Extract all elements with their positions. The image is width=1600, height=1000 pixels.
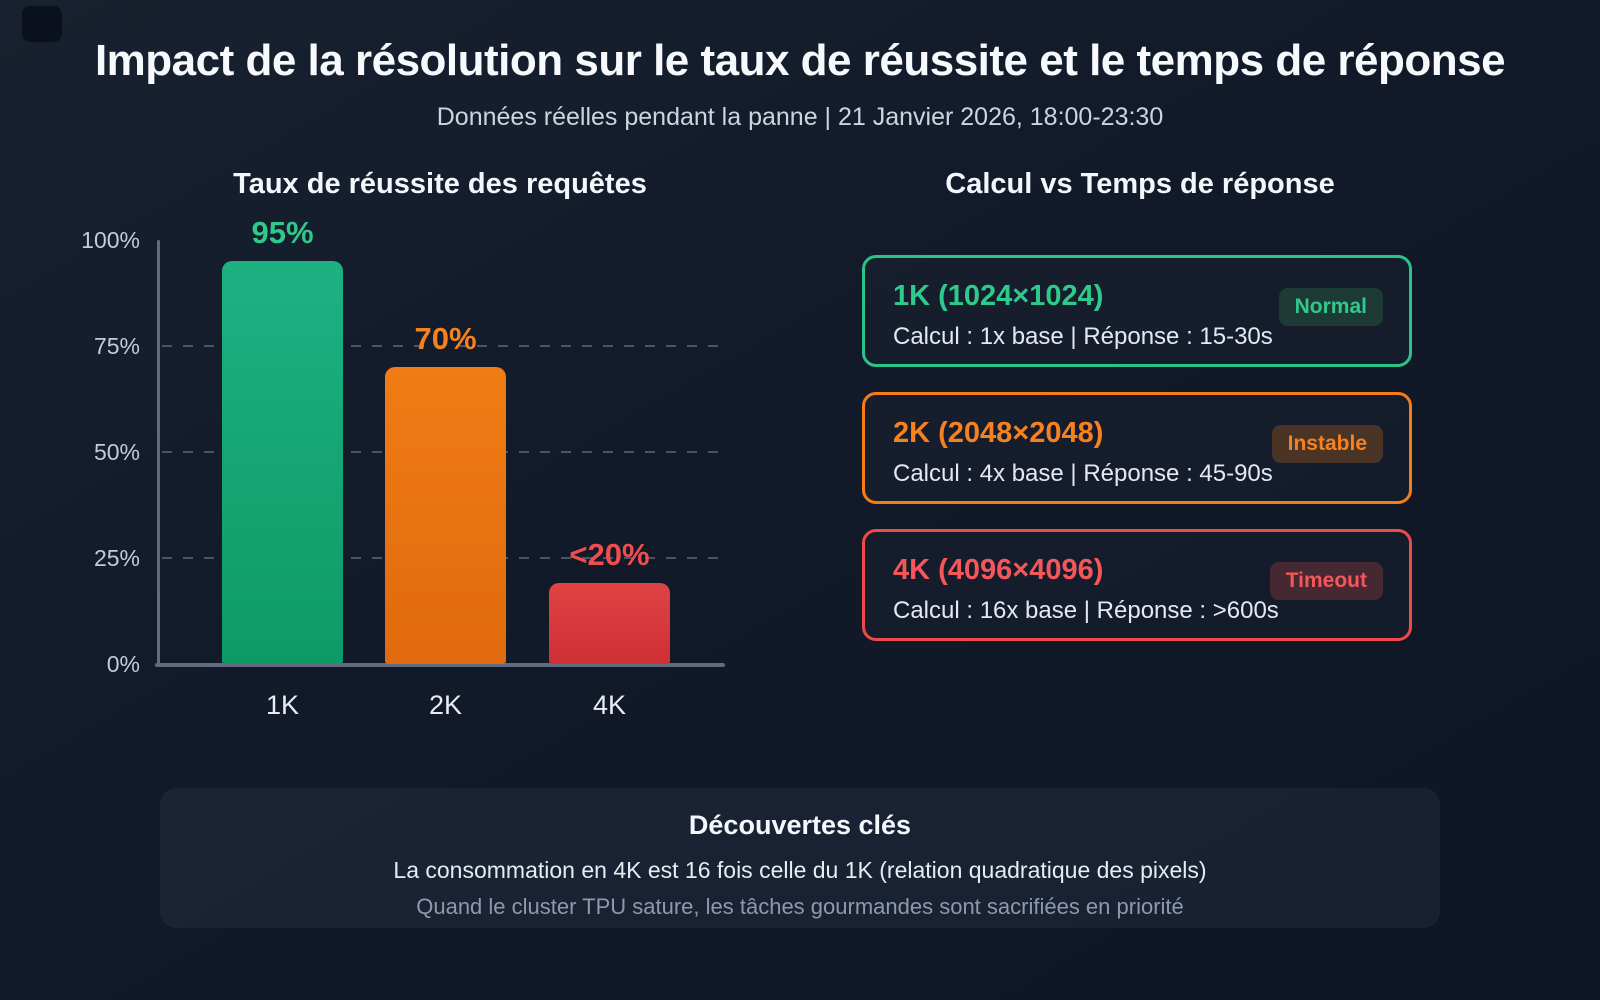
card-4k-detail: Calcul : 16x base | Réponse : >600s (893, 597, 1279, 624)
bar-value-1k: 95% (251, 215, 314, 251)
key-findings-title: Découvertes clés (688, 810, 912, 840)
x-axis-tick-4k: 4K (592, 690, 627, 720)
card-4k-status-badge: Timeout (1269, 561, 1383, 600)
chart-title: Taux de réussite des requêtes (233, 168, 647, 200)
key-findings-panel: Découvertes clés La consommation en 4K e… (160, 788, 1440, 928)
bar-value-4k: <20% (569, 537, 650, 573)
corner-decoration (22, 6, 62, 42)
key-findings-line2: Quand le cluster TPU sature, les tâches … (416, 894, 1184, 919)
comparison-title: Calcul vs Temps de réponse (945, 168, 1335, 200)
comparison-cards: 1K (1024×1024) Normal Calcul : 1x base |… (862, 255, 1412, 666)
card-1k-status-badge: Normal (1278, 287, 1383, 326)
card-2k-detail: Calcul : 4x base | Réponse : 45-90s (893, 460, 1273, 487)
card-1k: 1K (1024×1024) Normal Calcul : 1x base |… (862, 255, 1412, 367)
y-axis-tick-75: 75% (93, 333, 140, 359)
y-axis-tick-50: 50% (93, 439, 140, 465)
card-2k-status-badge: Instable (1271, 424, 1383, 463)
x-axis-line (155, 663, 725, 667)
gridline-75 (162, 345, 722, 347)
page-title: Impact de la résolution sur le taux de r… (94, 36, 1506, 85)
card-4k: 4K (4096×4096) Timeout Calcul : 16x base… (862, 529, 1412, 641)
card-1k-detail: Calcul : 1x base | Réponse : 15-30s (893, 323, 1273, 350)
x-axis-tick-1k: 1K (265, 690, 300, 720)
card-2k: 2K (2048×2048) Instable Calcul : 4x base… (862, 392, 1412, 504)
card-2k-title: 2K (2048×2048) (893, 417, 1104, 449)
bar-2k (385, 367, 506, 664)
x-axis-tick-2k: 2K (428, 690, 463, 720)
card-4k-title: 4K (4096×4096) (893, 554, 1104, 586)
bar-value-2k: 70% (414, 321, 477, 357)
key-findings-line1: La consommation en 4K est 16 fois celle … (393, 857, 1207, 883)
bar-1k (222, 261, 343, 664)
bar-4k (549, 583, 670, 664)
y-axis-tick-25: 25% (93, 545, 140, 571)
y-axis-tick-0: 0% (106, 651, 140, 677)
page-subtitle: Données réelles pendant la panne | 21 Ja… (436, 103, 1164, 131)
y-axis-line (157, 240, 160, 666)
y-axis-tick-100: 100% (81, 227, 140, 253)
card-1k-title: 1K (1024×1024) (893, 280, 1104, 312)
